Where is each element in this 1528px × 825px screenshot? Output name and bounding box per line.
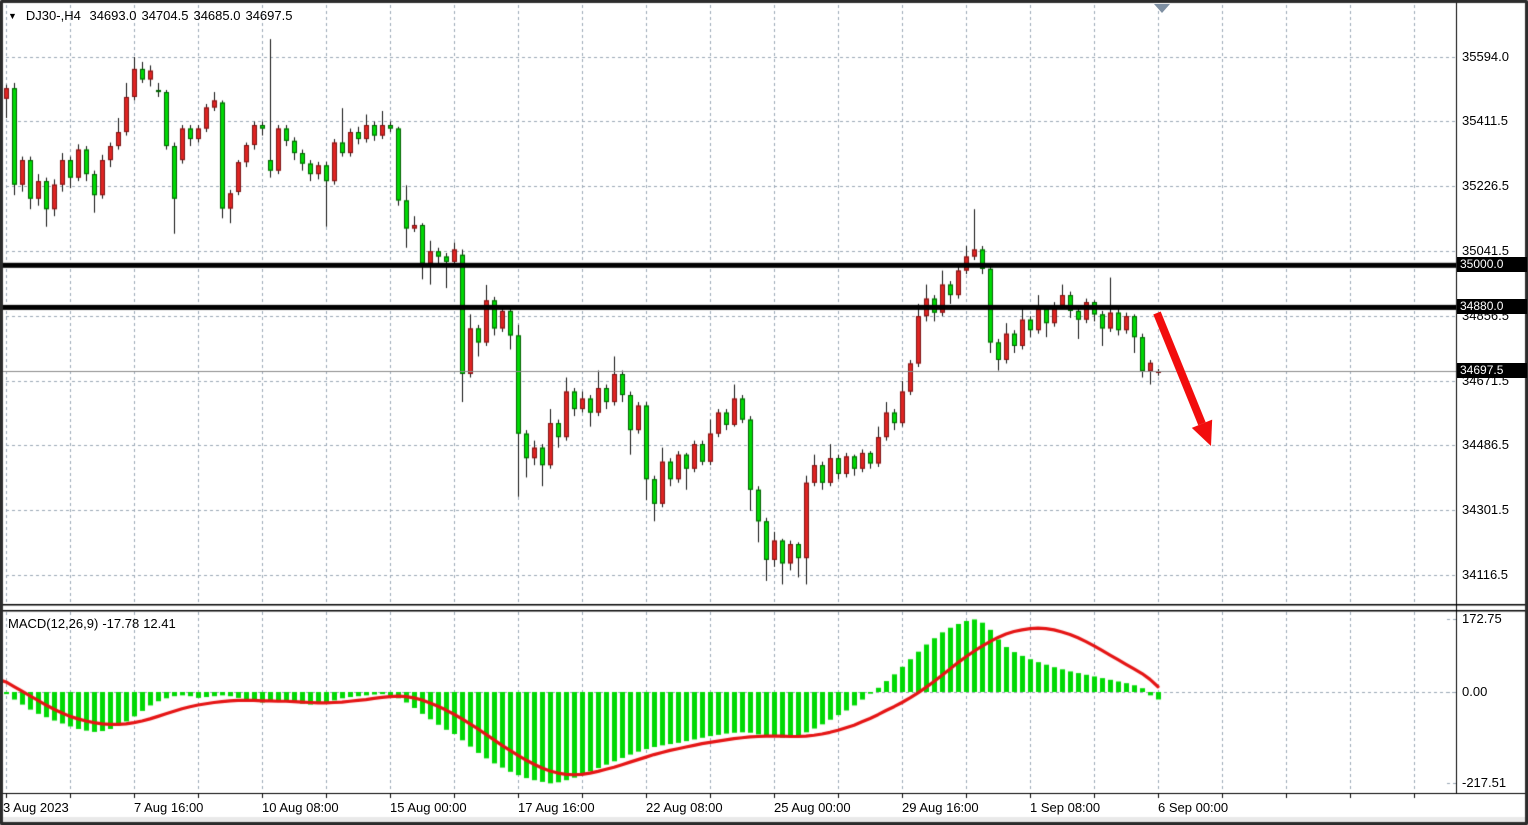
bar-open-value: 34693.0 [89,8,137,23]
time-axis-label: 22 Aug 08:00 [646,800,723,815]
time-axis-label: 7 Aug 16:00 [134,800,204,815]
time-axis-label: 6 Sep 00:00 [1158,800,1229,815]
chart-shift-marker-icon[interactable] [1154,4,1170,13]
macd-tick-label: 172.75 [1462,611,1502,627]
time-axis-label: 15 Aug 00:00 [390,800,467,815]
chart-title: ▼ DJ30-,H4 34693.0 34704.5 34685.0 34697.5 [8,8,297,23]
bar-low-value: 34685.0 [193,8,241,23]
macd-indicator-label: MACD(12,26,9) -17.78 12.41 [8,616,180,631]
current-price-badge: 34697.5 [1457,363,1527,379]
time-axis-label: 17 Aug 16:00 [518,800,595,815]
price-tick-label: 34301.5 [1462,502,1509,518]
time-axis-label: 29 Aug 16:00 [902,800,979,815]
support-price-badge: 34880.0 [1457,299,1527,315]
price-tick-label: 35411.5 [1462,112,1509,128]
time-axis[interactable]: 3 Aug 2023 7 Aug 16:00 10 Aug 08:00 15 Aug … [0,794,1456,818]
macd-axis[interactable]: 172.75 0.00 -217.51 [1457,612,1528,793]
price-tick-label: 35594.0 [1462,49,1509,64]
symbol-period-label: DJ30-,H4 [25,8,81,23]
time-axis-label: 1 Sep 08:00 [1030,800,1101,815]
time-axis-label: 3 Aug 2023 [3,800,69,815]
price-tick-label: 34486.5 [1462,437,1509,453]
price-tick-label: 35041.5 [1462,242,1509,258]
resistance-price-badge: 35000.0 [1457,257,1527,273]
macd-name: MACD(12,26,9) [8,616,99,631]
bar-high-value: 34704.5 [141,8,189,23]
macd-tick-label: 0.00 [1462,684,1488,699]
macd-signal-value: 12.41 [143,616,176,631]
macd-main-value: -17.78 [102,616,140,631]
macd-tick-label: -217.51 [1462,775,1507,791]
bar-close-value: 34697.5 [245,8,293,23]
time-axis-label: 25 Aug 00:00 [774,800,851,815]
price-tick-label: 35226.5 [1462,177,1509,193]
time-axis-label: 10 Aug 08:00 [262,800,339,815]
price-tick-label: 34116.5 [1462,567,1509,583]
symbol-dropdown-icon[interactable]: ▼ [8,11,17,21]
